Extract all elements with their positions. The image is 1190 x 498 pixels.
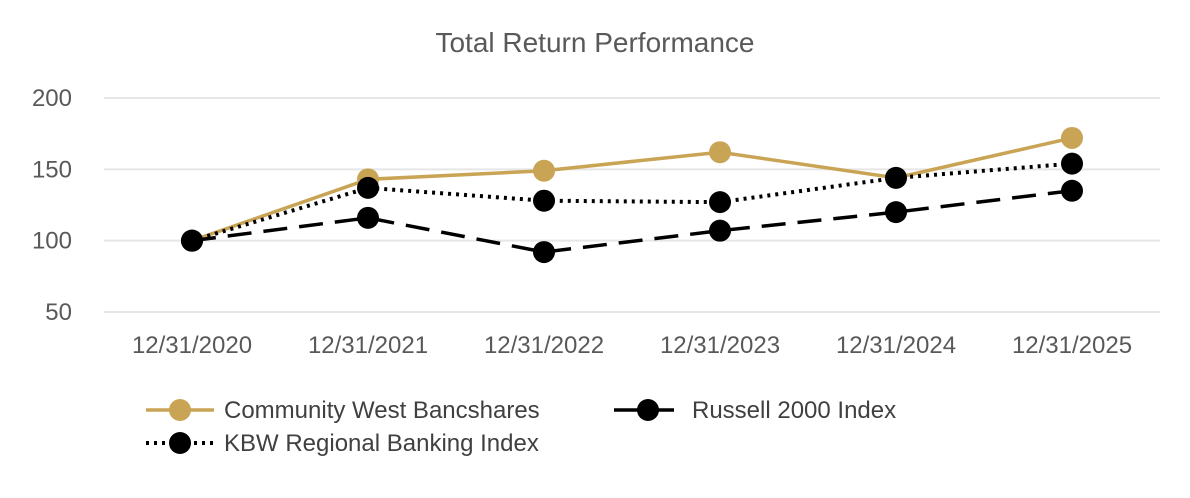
series-line xyxy=(191,136,1073,243)
data-point xyxy=(533,241,555,264)
x-tick-label: 12/31/2021 xyxy=(308,332,428,359)
x-axis-ticks: 12/31/2020 12/31/2021 12/31/2022 12/31/2023… xyxy=(132,332,1132,359)
x-tick-label: 12/31/2020 xyxy=(132,332,252,359)
legend-label: KBW Regional Banking Index xyxy=(224,430,539,457)
data-point xyxy=(181,229,203,252)
x-tick-label: 12/31/2024 xyxy=(836,332,956,359)
y-tick-label: 200 xyxy=(32,85,72,112)
series-0 xyxy=(181,126,1083,252)
data-point xyxy=(533,189,555,212)
x-tick-label: 12/31/2022 xyxy=(484,332,604,359)
legend: Community West Bancshares Russell 2000 In… xyxy=(146,397,896,457)
data-point xyxy=(1061,126,1083,149)
data-point xyxy=(885,166,907,189)
legend-swatch-marker xyxy=(169,399,191,421)
y-tick-label: 150 xyxy=(32,156,72,183)
legend-item: KBW Regional Banking Index xyxy=(146,430,539,457)
y-axis-ticks: 50 100 150 200 xyxy=(32,85,72,326)
data-point xyxy=(709,219,731,242)
series-line xyxy=(191,161,1073,243)
legend-swatch-marker xyxy=(637,399,659,421)
legend-label: Community West Bancshares xyxy=(224,397,540,424)
legend-item: Russell 2000 Index xyxy=(614,397,896,424)
y-tick-label: 50 xyxy=(45,299,72,326)
grid-lines xyxy=(104,97,1160,313)
data-point xyxy=(357,206,379,229)
series-1 xyxy=(181,179,1083,264)
data-point xyxy=(885,201,907,224)
legend-swatch-marker xyxy=(169,432,191,454)
data-point xyxy=(533,159,555,182)
data-point xyxy=(357,176,379,199)
chart-title: Total Return Performance xyxy=(435,27,754,58)
y-tick-label: 100 xyxy=(32,228,72,255)
series-line xyxy=(191,188,1073,254)
x-tick-label: 12/31/2025 xyxy=(1012,332,1132,359)
data-point xyxy=(1061,152,1083,175)
data-point xyxy=(1061,179,1083,202)
series-group xyxy=(181,126,1083,264)
x-tick-label: 12/31/2023 xyxy=(660,332,780,359)
data-point xyxy=(709,191,731,214)
legend-item: Community West Bancshares xyxy=(146,397,540,424)
legend-label: Russell 2000 Index xyxy=(692,397,896,424)
data-point xyxy=(709,141,731,164)
